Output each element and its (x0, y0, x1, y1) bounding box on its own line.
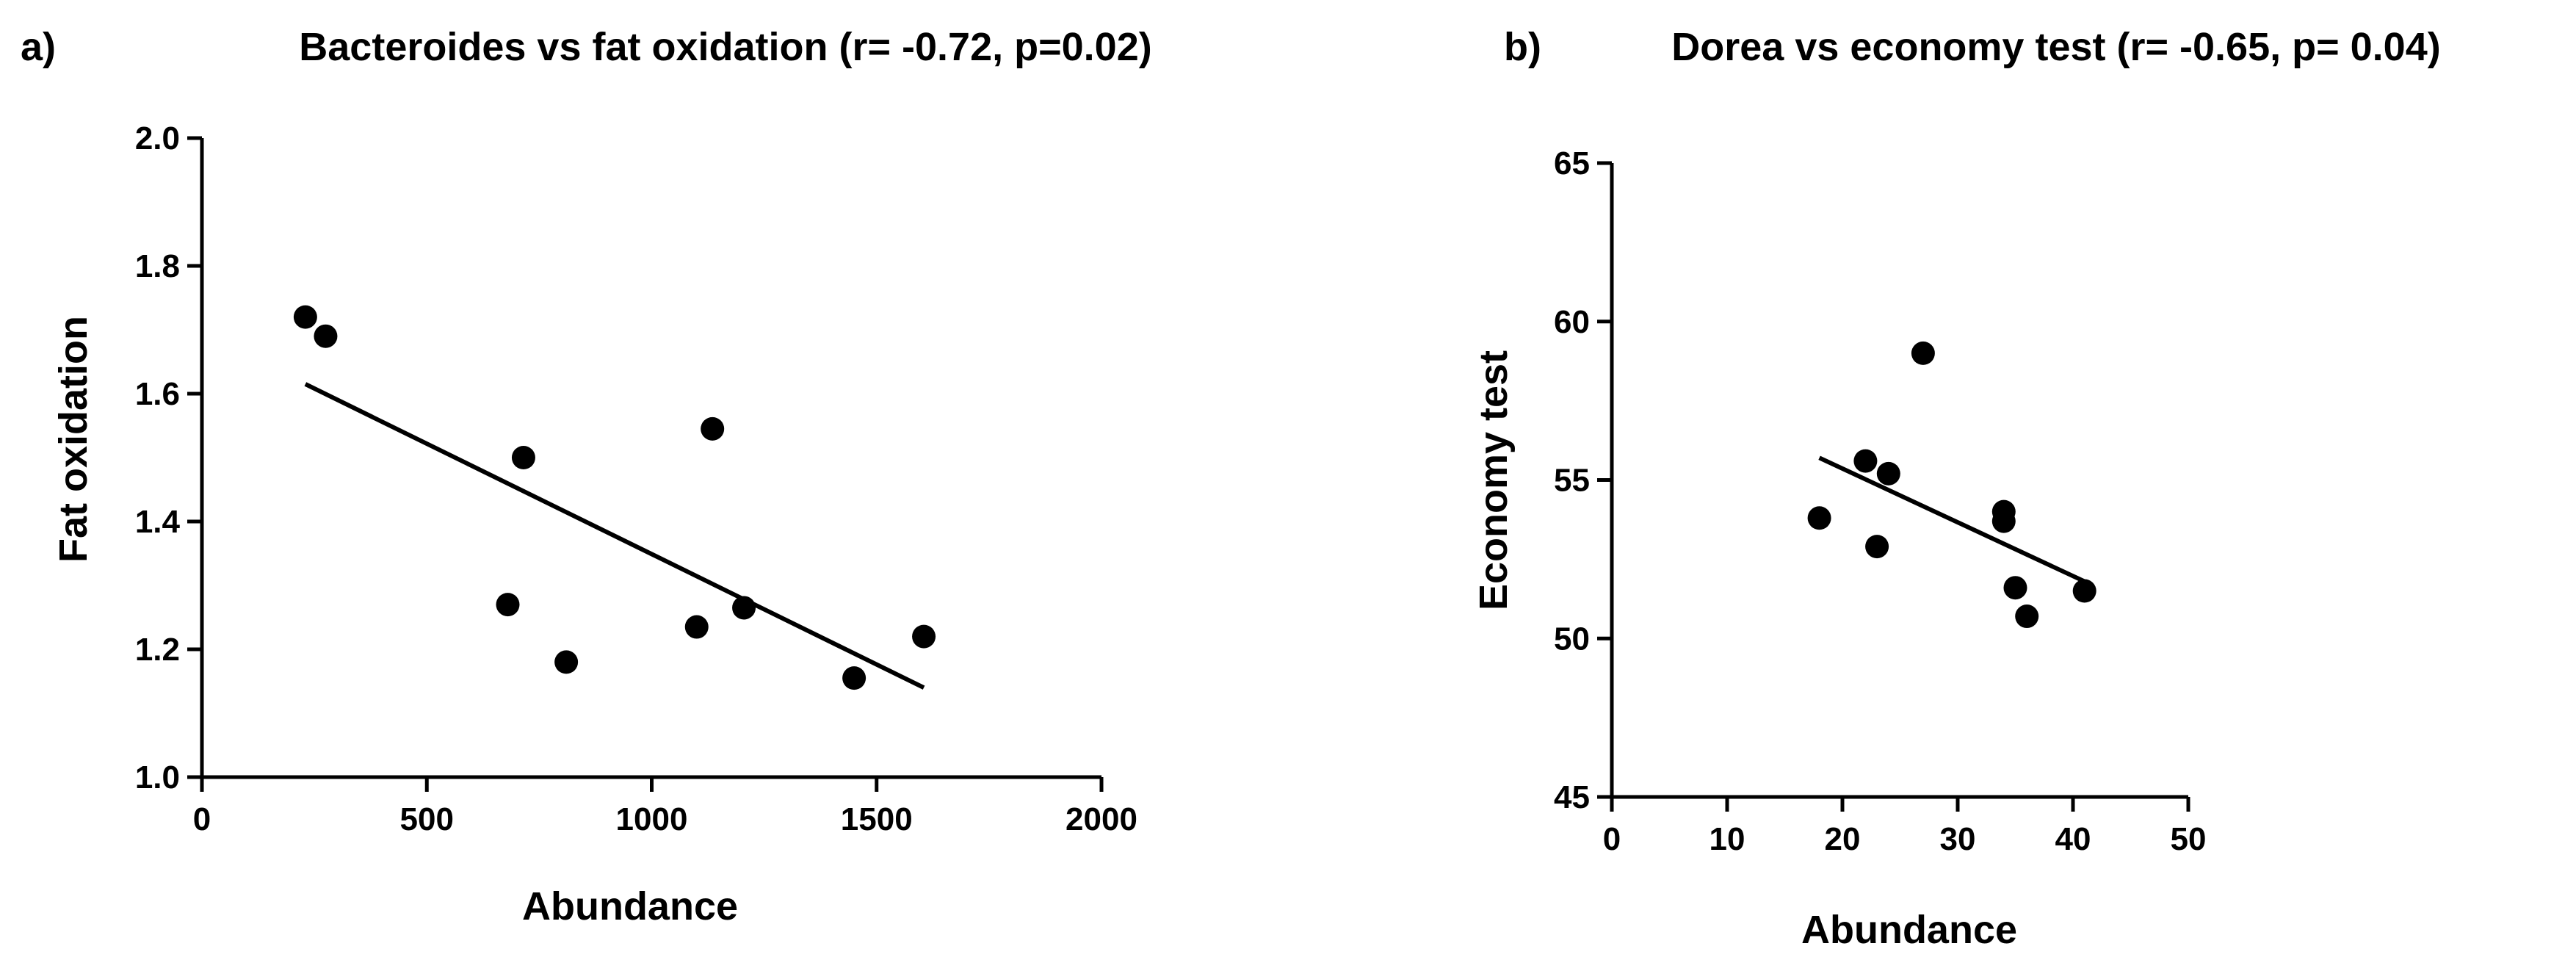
data-point (701, 416, 725, 441)
data-point (732, 596, 756, 620)
data-points-b (1807, 341, 2096, 629)
y-axis-label-a: Fat oxidation (51, 316, 95, 563)
x-tick-label: 40 (2055, 821, 2091, 857)
data-point (554, 650, 579, 674)
panel-a: a) Bacteroides vs fat oxidation (r= -0.7… (21, 25, 1152, 928)
panel-letter-a: a) (21, 25, 56, 69)
y-tick-label: 65 (1554, 145, 1590, 181)
y-tick-label: 50 (1554, 621, 1590, 657)
y-tick-label: 1.8 (135, 248, 180, 284)
x-tick-label: 0 (193, 801, 211, 837)
panel-b: b) Dorea vs economy test (r= -0.65, p= 0… (1472, 25, 2441, 952)
y-tick-label: 1.4 (135, 504, 181, 540)
y-tick-label: 2.0 (135, 120, 180, 156)
regression-line (1818, 455, 2085, 584)
x-tick-label: 2000 (1066, 801, 1137, 837)
data-point (293, 305, 317, 329)
chart-title-b: Dorea vs economy test (r= -0.65, p= 0.04… (1671, 25, 2440, 69)
data-point (2003, 576, 2027, 600)
data-point (1991, 509, 2016, 533)
x-tick-label: 20 (1825, 821, 1861, 857)
regression-line-b (1818, 455, 2085, 584)
x-tick-label: 500 (400, 801, 454, 837)
y-axis-label-b: Economy test (1472, 350, 1516, 610)
y-tick-label: 1.2 (135, 632, 180, 668)
x-tick-label: 0 (1603, 821, 1621, 857)
data-point (1865, 535, 1889, 559)
data-point (511, 446, 535, 469)
data-point (842, 666, 866, 690)
y-tick-label: 55 (1554, 463, 1590, 499)
data-point (912, 624, 936, 649)
x-axis-label-b: Abundance (1801, 908, 2017, 952)
data-points-a (293, 305, 936, 690)
x-tick-label: 1000 (616, 801, 688, 837)
panel-letter-b: b) (1504, 25, 1541, 69)
data-point (1853, 449, 1878, 473)
data-point (1911, 341, 1935, 365)
y-tick-label: 45 (1554, 779, 1590, 815)
data-point (314, 324, 338, 348)
data-point (2072, 579, 2096, 603)
data-point (1876, 461, 1900, 486)
x-tick-label: 10 (1710, 821, 1745, 857)
ticks-b: 0 10 20 30 40 50 45 50 55 60 65 (1554, 145, 2206, 857)
regression-line (304, 382, 925, 690)
regression-line-a (304, 382, 925, 690)
x-tick-label: 30 (1940, 821, 1976, 857)
chart-title-a: Bacteroides vs fat oxidation (r= -0.72, … (299, 25, 1151, 69)
data-point (684, 615, 709, 639)
x-axis-label-a: Abundance (522, 884, 738, 928)
x-tick-label: 1500 (841, 801, 913, 837)
data-point (496, 593, 520, 617)
y-tick-label: 60 (1554, 304, 1590, 340)
y-tick-label: 1.0 (135, 759, 180, 795)
y-tick-label: 1.6 (135, 376, 180, 412)
ticks-a: 0 500 1000 1500 2000 1.0 1.2 1.4 1.6 1.8 2.0 (135, 120, 1137, 837)
data-point (2015, 604, 2039, 629)
x-tick-label: 50 (2171, 821, 2207, 857)
data-point (1807, 506, 1831, 530)
